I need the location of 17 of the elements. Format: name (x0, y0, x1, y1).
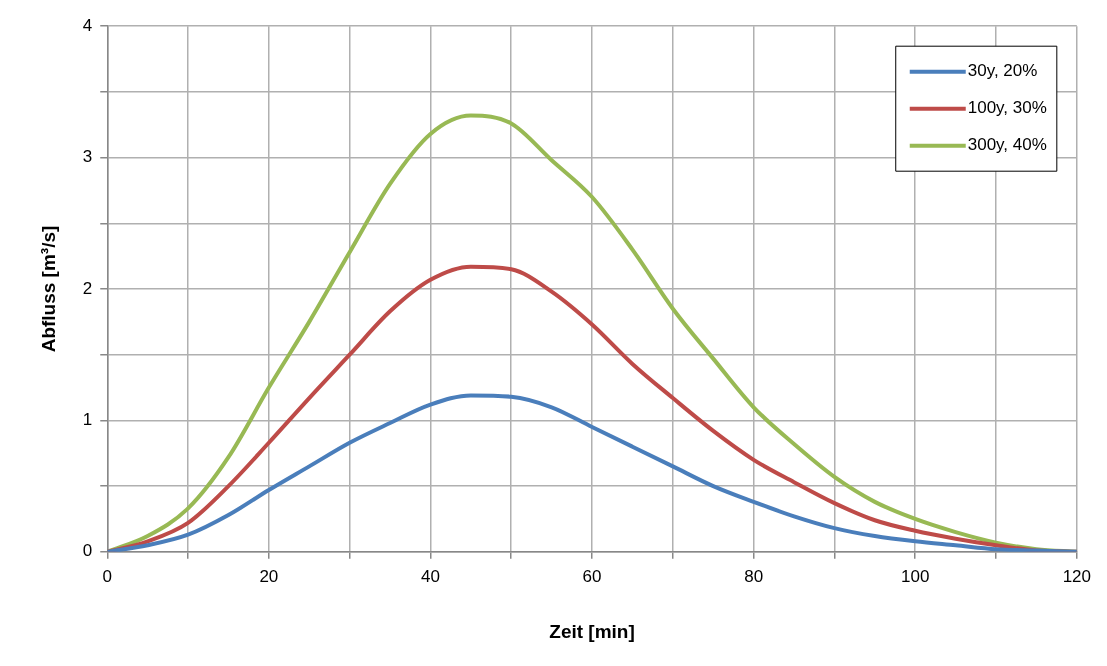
x-tick-label: 120 (1062, 566, 1092, 586)
legend-label: 300y, 40% (967, 135, 1047, 155)
x-tick-label: 40 (420, 566, 440, 586)
legend-label: 30y, 20% (967, 61, 1038, 81)
x-tick-label: 60 (582, 566, 602, 586)
y-tick-label: 0 (82, 541, 93, 561)
y-tick-label: 1 (82, 410, 93, 430)
y-axis-title: Abfluss [m³/s] (37, 225, 59, 353)
x-tick-label: 0 (102, 566, 112, 586)
y-tick-label: 2 (82, 278, 93, 298)
x-tick-label: 20 (259, 566, 279, 586)
y-tick-label: 3 (82, 147, 93, 167)
x-tick-label: 100 (901, 566, 930, 586)
legend-label: 100y, 30% (967, 98, 1047, 118)
y-tick-label: 4 (82, 15, 93, 35)
x-tick-label: 80 (744, 566, 764, 586)
x-axis-title: Zeit [min] (549, 620, 635, 642)
